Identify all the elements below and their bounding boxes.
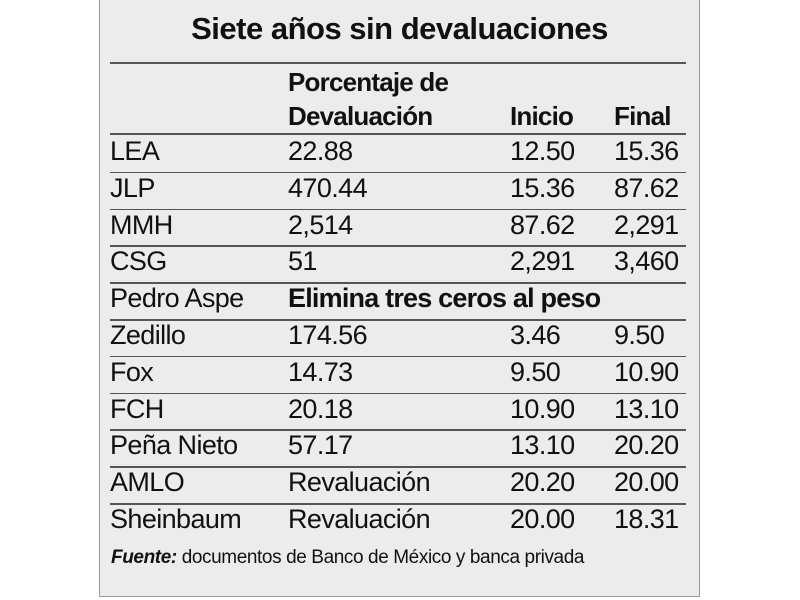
row-start: 15.36 bbox=[510, 172, 575, 203]
row-note: Elimina tres ceros al peso bbox=[288, 283, 601, 314]
row-end: 18.31 bbox=[614, 504, 679, 534]
row-divider bbox=[110, 171, 686, 174]
table-title: Siete años sin devaluaciones bbox=[191, 11, 608, 46]
header-end: Final bbox=[614, 101, 671, 131]
row-start: 2,291 bbox=[510, 246, 575, 277]
row-name: Pedro Aspe bbox=[110, 283, 244, 314]
row-percent: 51 bbox=[288, 246, 317, 277]
row-percent: 2,514 bbox=[288, 209, 353, 240]
row-divider bbox=[110, 245, 686, 247]
row-percent: 20.18 bbox=[288, 393, 353, 424]
source-text: documentos de Banco de México y banca pr… bbox=[176, 547, 585, 568]
row-start: 87.62 bbox=[510, 209, 575, 240]
row-end: 13.10 bbox=[614, 393, 679, 424]
row-percent: 22.88 bbox=[288, 136, 353, 166]
row-divider bbox=[110, 208, 686, 211]
row-name: CSG bbox=[110, 246, 167, 277]
row-divider bbox=[110, 466, 686, 468]
row-end: 20.00 bbox=[614, 467, 679, 498]
row-divider bbox=[110, 392, 686, 395]
row-end: 20.20 bbox=[614, 430, 679, 461]
header-percent-line1: Porcentaje de bbox=[288, 67, 449, 97]
row-end: 9.50 bbox=[614, 320, 665, 350]
table-card: Siete años sin devaluaciones Porcentaje … bbox=[99, 0, 700, 597]
row-name: Fox bbox=[110, 356, 154, 387]
row-name: Peña Nieto bbox=[110, 430, 238, 461]
row-percent: Revaluación bbox=[288, 467, 431, 498]
row-end: 3,460 bbox=[614, 246, 679, 277]
row-percent: Revaluación bbox=[288, 504, 431, 534]
row-end: 15.36 bbox=[614, 136, 679, 166]
header-percent-line2: Devaluación bbox=[288, 101, 433, 131]
header-divider bbox=[110, 133, 686, 135]
row-end: 10.90 bbox=[614, 356, 679, 387]
row-start: 20.20 bbox=[510, 467, 575, 498]
row-name: JLP bbox=[110, 172, 155, 203]
row-name: FCH bbox=[110, 393, 164, 424]
row-end: 87.62 bbox=[614, 172, 679, 203]
row-divider bbox=[110, 503, 686, 505]
row-start: 13.10 bbox=[510, 430, 575, 461]
source-note: Fuente: documentos de Banco de México y … bbox=[111, 547, 584, 569]
row-percent: 14.73 bbox=[288, 356, 353, 387]
row-name: MMH bbox=[110, 209, 173, 240]
row-divider bbox=[110, 282, 686, 284]
row-name: Zedillo bbox=[110, 320, 186, 350]
row-divider bbox=[110, 429, 686, 431]
row-name: LEA bbox=[110, 136, 160, 166]
row-name: Sheinbaum bbox=[110, 504, 242, 534]
row-end: 2,291 bbox=[614, 209, 679, 240]
row-start: 12.50 bbox=[510, 136, 575, 166]
row-start: 3.46 bbox=[510, 320, 561, 350]
row-percent: 174.56 bbox=[288, 320, 368, 350]
row-divider bbox=[110, 319, 686, 321]
row-name: AMLO bbox=[110, 467, 185, 498]
row-start: 20.00 bbox=[510, 504, 575, 534]
title-divider bbox=[110, 62, 686, 64]
row-percent: 470.44 bbox=[288, 172, 368, 203]
row-start: 9.50 bbox=[510, 356, 561, 387]
source-label: Fuente: bbox=[111, 547, 177, 568]
row-percent: 57.17 bbox=[288, 430, 353, 461]
header-start: Inicio bbox=[510, 101, 574, 131]
row-start: 10.90 bbox=[510, 393, 575, 424]
row-divider bbox=[110, 355, 686, 358]
